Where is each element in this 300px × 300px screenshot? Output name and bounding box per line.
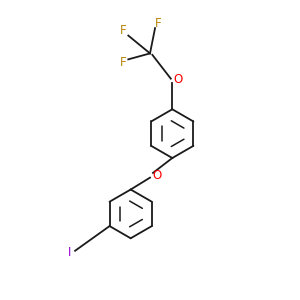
Text: O: O (173, 73, 182, 86)
Text: I: I (68, 246, 71, 259)
Text: F: F (155, 16, 162, 30)
Text: O: O (152, 169, 161, 182)
Text: F: F (120, 24, 127, 37)
Text: F: F (120, 56, 127, 69)
